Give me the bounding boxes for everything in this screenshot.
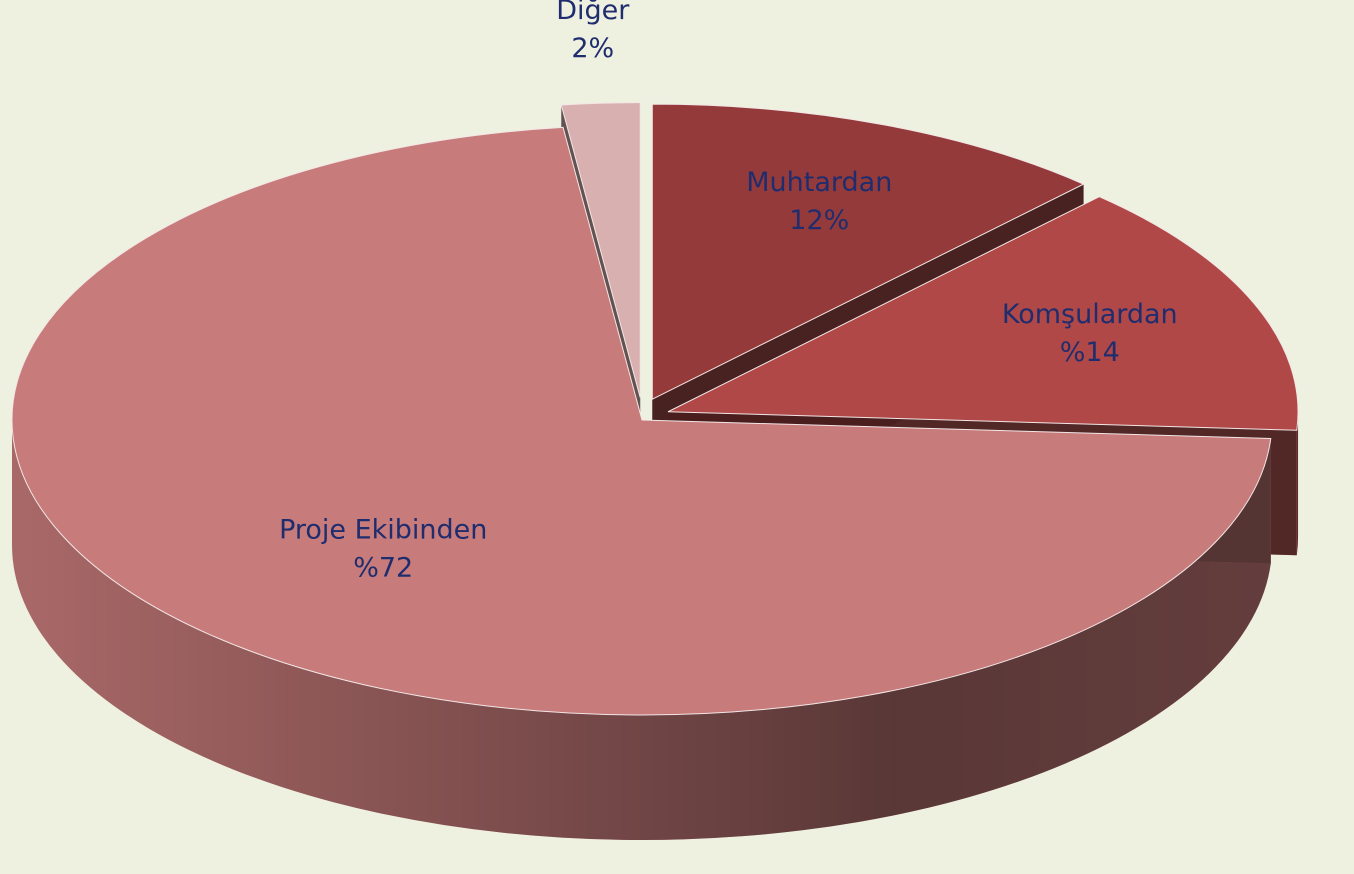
slice [560, 102, 641, 398]
slice-value-label: 2% [571, 33, 614, 64]
slice-value-label: %72 [353, 553, 413, 584]
slice-side-shade [12, 420, 1271, 840]
slice-side-shade [1296, 411, 1299, 556]
slice-category-label: Proje Ekibinden [279, 515, 487, 546]
slice-value-label: %14 [1060, 337, 1120, 368]
slice-category-label: Diğer [556, 0, 630, 26]
labels: Muhtardan 12% Komşulardan %14 Proje Ekibinde… [279, 0, 1178, 584]
slice [667, 196, 1299, 431]
slice-tops [11, 102, 1299, 716]
slice [651, 103, 1085, 400]
slice-category-label: Muhtardan [746, 167, 892, 198]
slice [11, 126, 1272, 716]
slice-value-label: 12% [789, 205, 849, 236]
slice-category-label: Komşulardan [1002, 299, 1178, 330]
